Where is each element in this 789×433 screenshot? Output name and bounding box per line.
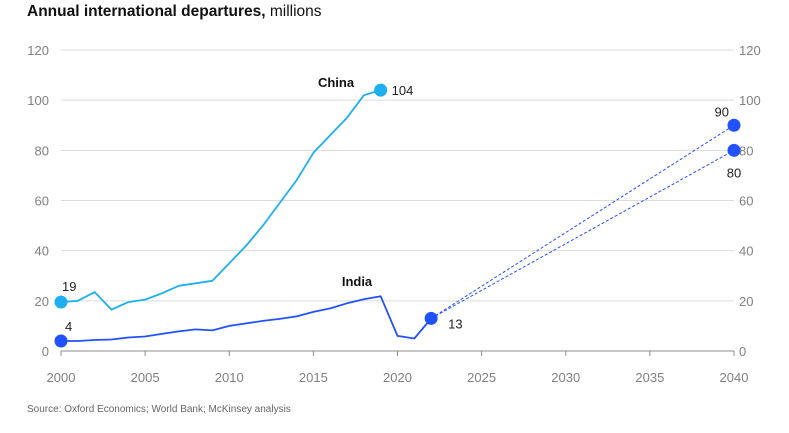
y-tick-left-60: 60 (35, 194, 49, 209)
y-tick-right-0: 0 (739, 344, 746, 359)
chart-title-main: Annual international departures, (27, 3, 266, 20)
y-tick-left-80: 80 (35, 143, 49, 158)
y-tick-left-120: 120 (27, 43, 49, 58)
y-tick-left-40: 40 (35, 244, 49, 259)
y-tick-right-20: 20 (739, 294, 753, 309)
x-tick-2040: 2040 (720, 370, 749, 385)
y-tick-left-0: 0 (42, 344, 49, 359)
china-series-line (60, 89, 382, 311)
x-tick-2025: 2025 (467, 370, 496, 385)
y-tick-right-60: 60 (739, 194, 753, 209)
data-label-india-2022-13: 13 (448, 316, 462, 331)
y-tick-right-100: 100 (739, 93, 761, 108)
china-marker-2000-19 (54, 295, 68, 309)
india-marker-2022-13 (424, 311, 438, 325)
data-label-china-2000-19: 19 (62, 279, 76, 294)
x-tick-2035: 2035 (635, 370, 664, 385)
chart-title-unit: millions (269, 3, 322, 20)
y-tick-right-40: 40 (739, 244, 753, 259)
x-tick-2020: 2020 (383, 370, 412, 385)
y-tick-left-100: 100 (27, 93, 49, 108)
x-tick-2015: 2015 (299, 370, 328, 385)
data-label-india-2040-80: 80 (727, 165, 741, 180)
data-label-india-2040-90: 90 (715, 104, 729, 119)
y-tick-right-120: 120 (739, 43, 761, 58)
x-tick-2010: 2010 (215, 370, 244, 385)
india-projection-line-80 (430, 149, 735, 319)
source-note: Source: Oxford Economics; World Bank; Mc… (27, 404, 291, 415)
data-label-china-2019-104: 104 (392, 83, 414, 98)
india-marker-2040-80 (727, 143, 741, 157)
x-tick-2000: 2000 (47, 370, 76, 385)
china-marker-2019-104 (374, 83, 388, 97)
x-tick-2030: 2030 (551, 370, 580, 385)
y-tick-left-20: 20 (35, 294, 49, 309)
series-label-china: China (318, 75, 355, 90)
india-projection-line-90 (430, 124, 735, 319)
x-tick-2005: 2005 (131, 370, 160, 385)
y-tick-right-80: 80 (739, 143, 753, 158)
series-label-india: India (342, 274, 373, 289)
india-marker-2000-4 (54, 334, 68, 348)
data-label-india-2000-4: 4 (65, 319, 72, 334)
india-series-line (60, 295, 433, 342)
chart-title: Annual international departures, million… (27, 3, 322, 21)
india-marker-2040-90 (727, 118, 741, 132)
